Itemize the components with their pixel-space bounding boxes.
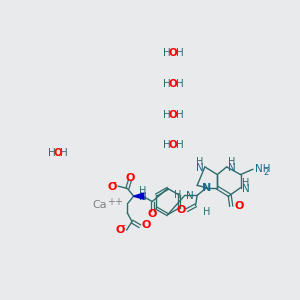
Text: N: N (202, 183, 211, 193)
Text: ++: ++ (107, 196, 123, 206)
Text: O: O (169, 140, 178, 150)
Text: N: N (228, 164, 236, 173)
Text: H: H (176, 110, 184, 119)
Text: O: O (125, 173, 134, 184)
Text: O: O (169, 79, 178, 89)
Text: N: N (242, 184, 250, 194)
Text: O: O (107, 182, 116, 192)
Text: H: H (163, 140, 171, 150)
Text: H: H (196, 157, 203, 167)
Text: -: - (121, 220, 125, 230)
Text: N: N (196, 164, 203, 173)
Text: H: H (60, 148, 68, 158)
Text: 2: 2 (264, 168, 269, 177)
Text: NH: NH (254, 164, 270, 174)
Text: H: H (242, 178, 250, 188)
Text: O: O (169, 48, 178, 58)
Text: N: N (139, 192, 147, 202)
Polygon shape (134, 193, 144, 199)
Text: Ca: Ca (92, 200, 107, 210)
Text: O: O (234, 201, 244, 211)
Text: O: O (141, 220, 151, 230)
Text: O: O (169, 110, 178, 119)
Text: H: H (203, 207, 211, 217)
Text: O: O (53, 148, 62, 158)
Text: O: O (176, 205, 185, 215)
Text: H: H (176, 48, 184, 58)
Text: O: O (116, 225, 125, 235)
Text: H: H (176, 79, 184, 89)
Text: H: H (163, 110, 171, 119)
Text: H: H (163, 79, 171, 89)
Text: H: H (228, 157, 236, 167)
Text: O: O (148, 209, 157, 219)
Text: H: H (176, 140, 184, 150)
Text: -: - (113, 177, 116, 187)
Text: H: H (48, 148, 55, 158)
Text: H: H (163, 48, 171, 58)
Text: N: N (186, 191, 194, 201)
Text: H: H (174, 190, 182, 200)
Text: H: H (139, 186, 147, 196)
